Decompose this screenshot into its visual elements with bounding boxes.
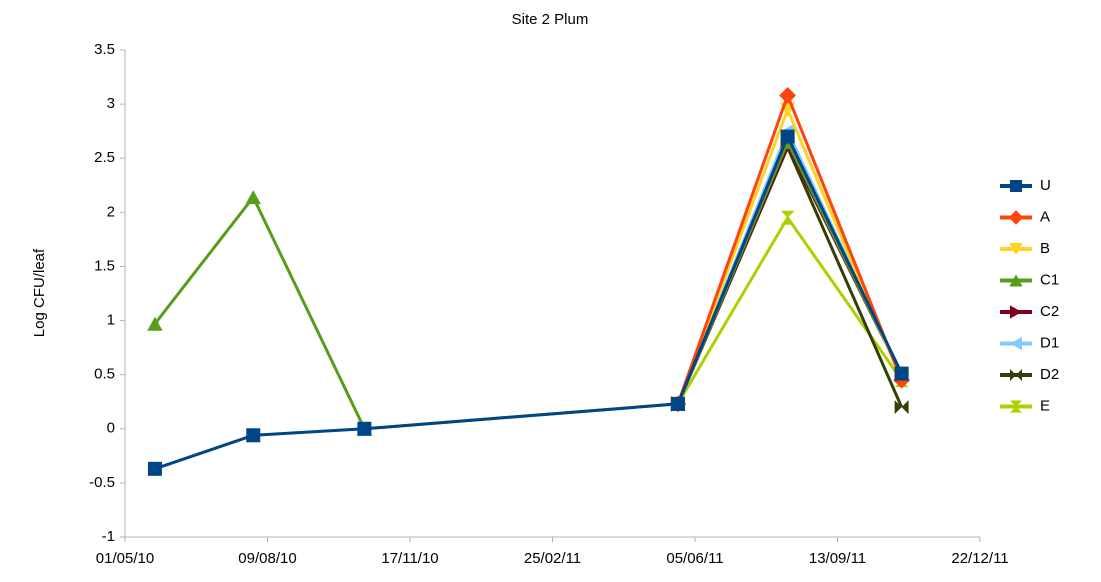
y-tick-label: -0.5 [89,474,115,491]
legend-label: A [1040,208,1050,225]
legend-marker [1010,305,1022,319]
legend-marker [1010,369,1022,381]
legend-marker [1008,210,1024,225]
data-point [780,210,795,225]
data-point [245,190,261,205]
series-line [153,140,903,431]
series-line [676,129,903,405]
y-tick-label: 2 [107,203,115,220]
data-point [246,428,261,443]
data-point [357,421,372,436]
x-tick-label: 22/12/11 [951,550,1008,567]
legend-label: U [1040,177,1051,194]
legend-marker [1010,400,1022,413]
legend-label: C1 [1040,271,1059,288]
x-tick-label: 13/09/11 [809,550,866,567]
x-tick-label: 17/11/10 [381,550,438,567]
legend-label: E [1040,397,1050,414]
legend-marker [1009,274,1023,287]
y-tick-label: 0 [107,420,115,437]
y-tick-label: 1 [107,312,115,329]
legend-label: D1 [1040,334,1059,351]
y-tick-label: 3.5 [94,41,115,58]
x-tick-label: 25/02/11 [524,550,581,567]
series-line [676,145,903,408]
y-axis-label: Log CFU/leaf [31,248,48,337]
legend-marker [1010,180,1022,192]
legend-label: C2 [1040,303,1059,320]
legend-marker [1009,243,1023,255]
series-line [154,135,903,471]
legend-label: D2 [1040,366,1059,383]
x-tick-label: 05/06/11 [666,550,723,567]
data-point [779,87,797,104]
y-tick-label: -1 [102,528,115,545]
y-tick-label: 1.5 [94,257,115,274]
data-point [670,396,685,411]
y-tick-label: 0.5 [94,366,115,383]
chart-title: Site 2 Plum [512,11,589,28]
y-tick-label: 2.5 [94,149,115,166]
data-point [780,129,795,144]
data-point [147,316,163,331]
x-tick-label: 09/08/10 [238,550,296,567]
data-point [894,400,909,415]
x-tick-label: 01/05/10 [96,550,154,567]
data-point [147,461,162,476]
data-point [894,366,909,381]
series-line [676,143,903,405]
legend-marker [1010,336,1022,351]
legend-label: B [1040,240,1050,257]
y-tick-label: 3 [107,95,115,112]
